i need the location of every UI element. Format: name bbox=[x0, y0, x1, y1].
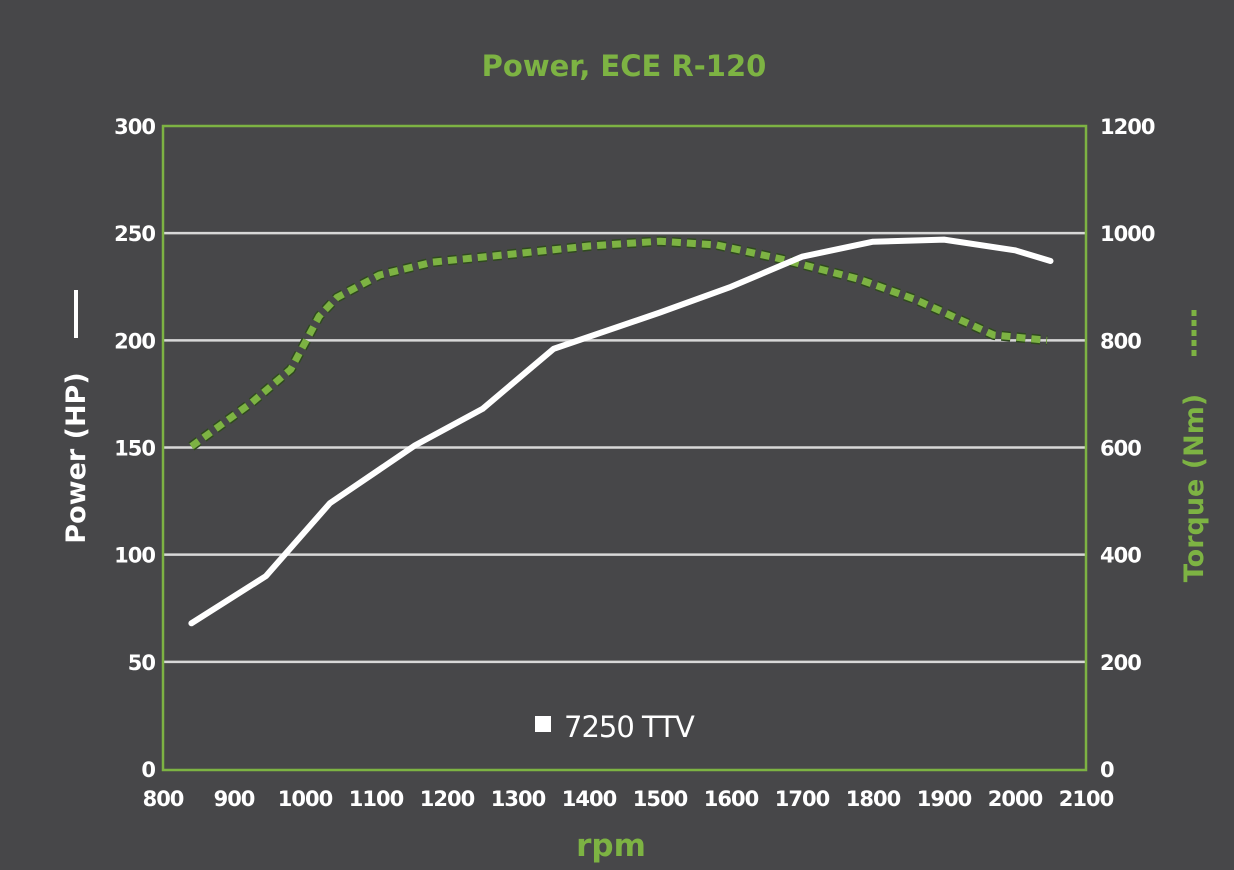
x-tick-label: 1000 bbox=[278, 787, 333, 811]
x-tick-label: 1900 bbox=[917, 787, 972, 811]
y-right-tick-label: 400 bbox=[1100, 544, 1141, 568]
x-tick-label: 2000 bbox=[988, 787, 1043, 811]
x-tick-labels: 800 900 1000 1100 1200 1300 1400 1500 1600 1700 18… bbox=[143, 787, 1115, 811]
y-tick-label: 100 bbox=[114, 544, 155, 568]
plot-frame bbox=[161, 124, 1088, 772]
y-right-tick-label: 800 bbox=[1100, 329, 1141, 353]
x-tick-label: 1700 bbox=[775, 787, 830, 811]
y-right-tick-label: 0 bbox=[1100, 758, 1114, 782]
y-right-axis-label: Torque (Nm) bbox=[1179, 394, 1210, 582]
legend-label: 7250 TTV bbox=[564, 710, 695, 744]
x-tick-label: 1100 bbox=[349, 787, 404, 811]
legend-marker bbox=[535, 716, 551, 732]
x-tick-label: 1500 bbox=[633, 787, 688, 811]
x-axis-label: rpm bbox=[576, 828, 646, 864]
y-tick-label: 50 bbox=[128, 651, 156, 675]
x-tick-label: 2100 bbox=[1059, 787, 1114, 811]
y-tick-labels: 0 50 100 150 200 250 300 bbox=[114, 115, 156, 782]
y-right-tick-label: 1200 bbox=[1100, 115, 1155, 139]
y-tick-label: 150 bbox=[114, 437, 155, 461]
torque-line bbox=[189, 237, 1048, 450]
y-right-tick-labels: 0 200 400 600 800 1000 1200 bbox=[1100, 115, 1156, 782]
y-right-tick-label: 600 bbox=[1100, 437, 1141, 461]
y-tick-label: 200 bbox=[114, 329, 155, 353]
y-right-tick-label: 200 bbox=[1100, 651, 1141, 675]
x-tick-label: 1300 bbox=[491, 787, 546, 811]
gridlines bbox=[163, 231, 1086, 664]
x-tick-label: 1200 bbox=[420, 787, 475, 811]
y-tick-label: 0 bbox=[141, 758, 155, 782]
x-tick-label: 1800 bbox=[846, 787, 901, 811]
x-tick-label: 1400 bbox=[562, 787, 617, 811]
chart-title: Power, ECE R-120 bbox=[482, 49, 767, 83]
x-tick-label: 900 bbox=[214, 787, 255, 811]
x-tick-label: 800 bbox=[143, 787, 184, 811]
y-axis-label: Power (HP) bbox=[61, 372, 92, 543]
x-tick-label: 1600 bbox=[704, 787, 759, 811]
y-right-tick-label: 1000 bbox=[1100, 222, 1155, 246]
y-tick-label: 300 bbox=[114, 115, 155, 139]
series-lines bbox=[188, 236, 1054, 627]
y-tick-label: 250 bbox=[114, 222, 155, 246]
